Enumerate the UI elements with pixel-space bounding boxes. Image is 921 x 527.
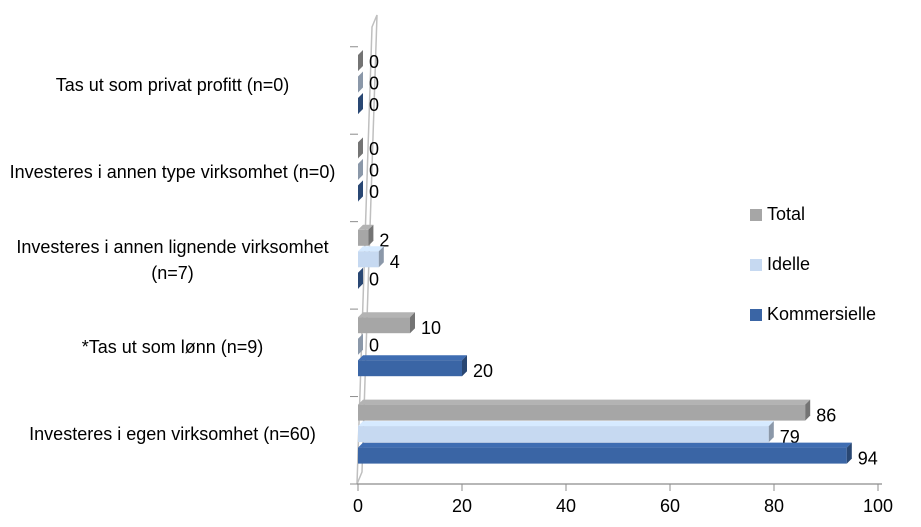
bar-side	[358, 180, 363, 202]
value-label: 94	[858, 448, 878, 468]
bar-top	[358, 399, 811, 405]
bar	[358, 399, 811, 421]
value-label: 0	[369, 270, 379, 290]
bar	[358, 180, 363, 202]
value-label: 0	[369, 335, 379, 355]
value-label: 79	[780, 427, 800, 447]
value-label: 10	[421, 318, 441, 338]
value-label: 0	[369, 52, 379, 72]
value-label: 0	[369, 139, 379, 159]
bar-side	[378, 246, 384, 268]
value-label: 0	[369, 95, 379, 115]
bar-side	[358, 158, 363, 180]
bar-top	[358, 246, 384, 252]
bar	[358, 442, 852, 464]
legend-label: Kommersielle	[767, 304, 876, 324]
bar	[358, 246, 384, 268]
bar	[358, 71, 363, 93]
bar-top	[358, 442, 852, 448]
value-label: 4	[390, 252, 400, 272]
bar-front	[358, 404, 806, 421]
legend-swatch	[750, 259, 762, 271]
x-tick-label: 0	[353, 496, 363, 516]
x-tick-label: 60	[660, 496, 680, 516]
bar-side	[368, 224, 374, 246]
category-label: Tas ut som privat profitt (n=0)	[55, 74, 290, 95]
bar	[358, 137, 363, 159]
bar	[358, 312, 415, 334]
bar-top	[358, 312, 415, 318]
x-tick-label: 40	[556, 496, 576, 516]
bar	[358, 267, 363, 289]
bar-side	[462, 355, 467, 377]
bar-front	[358, 229, 369, 246]
bar-front	[358, 360, 462, 377]
bar	[358, 355, 467, 377]
legend-swatch	[750, 309, 762, 321]
bar	[358, 421, 774, 443]
bar-top	[358, 421, 774, 427]
bar-top	[358, 355, 467, 361]
bar	[358, 158, 363, 180]
bar-side	[358, 93, 363, 114]
bar-top	[358, 224, 374, 230]
bar	[358, 93, 363, 114]
bar-side	[358, 267, 363, 289]
bar-side	[805, 399, 811, 421]
x-tick-label: 20	[452, 496, 472, 516]
bar-front	[358, 426, 769, 443]
bar-side	[358, 137, 363, 159]
bar-side	[410, 312, 415, 334]
bar-side	[358, 333, 363, 355]
bar-front	[358, 317, 410, 334]
category-label: Investeres i egen virksomhet (n=60)	[29, 424, 316, 445]
value-label: 0	[369, 73, 379, 93]
bar	[358, 224, 374, 246]
value-label: 0	[369, 182, 379, 202]
bar-side	[768, 421, 774, 443]
legend-label: Total	[767, 204, 805, 224]
bar	[358, 333, 363, 355]
bar-side	[846, 442, 852, 464]
category-label: *Tas ut som lønn (n=9)	[81, 336, 264, 357]
legend-swatch	[750, 209, 762, 221]
legend-label: Idelle	[767, 254, 810, 274]
category-label: Investeres i annen type virksomhet (n=0)	[9, 162, 336, 183]
x-tick-label: 80	[764, 496, 784, 516]
bar-side	[358, 71, 363, 93]
bar-side	[358, 50, 363, 71]
category-label: Investeres i annen lignende virksomhet (…	[16, 236, 329, 283]
x-tick-label: 100	[863, 496, 893, 516]
value-label: 20	[473, 361, 493, 381]
bar	[358, 50, 363, 71]
value-label: 0	[369, 161, 379, 181]
bar-front	[358, 251, 379, 268]
value-label: 86	[816, 405, 836, 425]
bar-front	[358, 447, 847, 464]
value-label: 2	[379, 231, 389, 251]
